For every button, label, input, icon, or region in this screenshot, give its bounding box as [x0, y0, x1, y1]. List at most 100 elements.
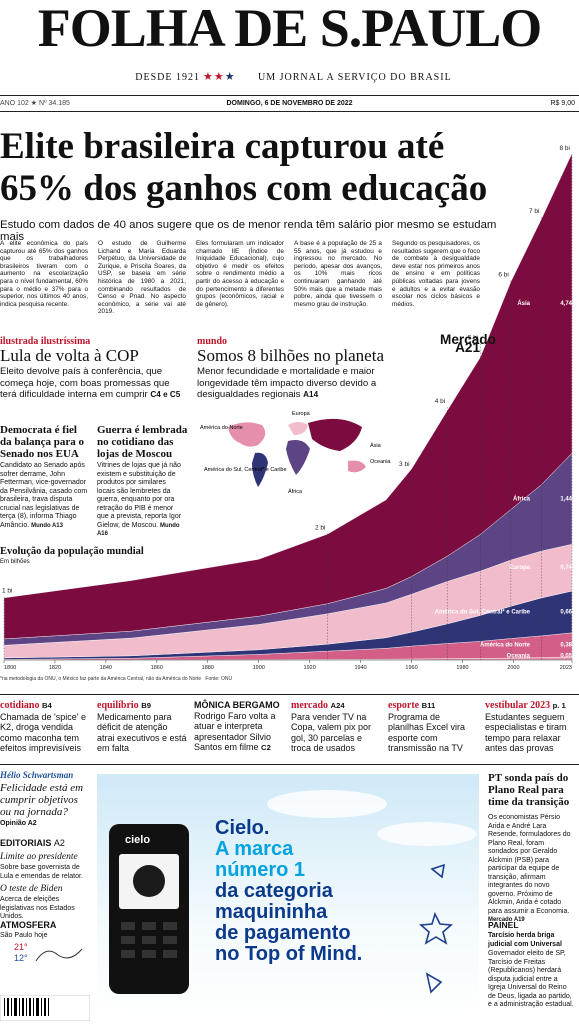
column-ref: Opinião A2 — [0, 820, 37, 827]
feature-headline: Lula de volta à COP — [0, 346, 139, 365]
ad-icons — [419, 863, 453, 994]
x-tick-label: 2000 — [507, 665, 519, 671]
x-tick-label: 1920 — [304, 665, 316, 671]
editorial-text: Acerca de eleições legislativas nos Esta… — [0, 896, 75, 920]
region-shape — [348, 460, 366, 473]
x-tick-label: 1860 — [151, 665, 163, 671]
column-title: Felicidade está em cumprir objetivos ou … — [0, 782, 84, 818]
lead-headline: Elite brasileira capturou até 65% dos ga… — [0, 126, 488, 209]
lead-column: Segundo os pesquisadores, os resultados … — [392, 240, 480, 308]
brief-headline: Democrata é fiel da balança para o Senad… — [0, 424, 85, 460]
strip-page: B9 — [141, 701, 151, 710]
ref: Mundo A13 — [31, 522, 63, 529]
lead-column: A elite econômica do país capturou até 6… — [0, 240, 88, 308]
series-label: Ásia — [517, 300, 530, 307]
masthead-title: FOLHA DE S.PAULO — [37, 0, 543, 58]
ad-line: Cielo. — [215, 817, 270, 839]
ref: Mercado A19 — [488, 917, 525, 923]
weather-max: 21° — [14, 942, 28, 952]
region-shape — [228, 422, 266, 447]
feature-headline: Somos 8 bilhões no planeta — [197, 346, 384, 365]
ad-line: número 1 — [215, 859, 306, 881]
strip-section: vestibular 2023 — [485, 700, 551, 711]
strip-item: esporte B11 Programa de planilhas Excel v… — [388, 700, 478, 754]
x-tick-label: 1940 — [354, 665, 366, 671]
kicker: mundo — [197, 336, 228, 347]
strip-page: p. 1 — [552, 701, 566, 710]
map-label: Oceania — [370, 459, 391, 465]
strip-item: cotidiano B4 Chamada de 'spice' e K2, dro… — [0, 700, 90, 754]
strip-section: cotidiano — [0, 700, 40, 711]
ad-line: A marca — [215, 838, 294, 860]
region-shape — [286, 440, 310, 475]
x-tick-label: 1840 — [100, 665, 112, 671]
series-label: América do Sul, Central* e Caribe — [435, 610, 531, 616]
x-tick-label: 1900 — [253, 665, 265, 671]
terminal-logo — [133, 865, 165, 897]
chart-note: *na metodologia da ONU, o México faz par… — [0, 676, 232, 682]
milestone-label: 7 bi — [529, 208, 539, 215]
rule — [0, 694, 579, 695]
weather-place: São Paulo hoje — [0, 932, 48, 939]
milestone-label: 6 bi — [498, 271, 508, 278]
masthead-tagline: UM JORNAL A SERVIÇO DO BRASIL — [258, 72, 452, 83]
value-label: 0,74 — [560, 565, 572, 571]
series-label: Europa — [509, 565, 530, 571]
feature-text: Eleito devolve país à conferência, que c… — [0, 366, 188, 401]
map-label: África — [288, 488, 303, 495]
x-tick-label: 2023 — [560, 665, 572, 671]
map-label: América do Norte — [200, 425, 243, 431]
milestone-label: 3 bi — [399, 461, 409, 468]
rule — [0, 764, 579, 765]
editorial-title: Limite ao presidente — [0, 852, 78, 862]
lead-ref: Mercado A21 — [440, 332, 496, 355]
strip-section: esporte — [388, 700, 420, 711]
date: DOMINGO, 6 DE NOVEMBRO DE 2022 — [226, 100, 353, 107]
strip-item: MÔNICA BERGAMO Rodrigo Faro volta a atuar… — [194, 700, 284, 754]
side-text: Os economistas Pérsio Arida e André Lara… — [488, 814, 576, 925]
milestone-label: 4 bi — [435, 398, 445, 405]
map-label: Europa — [292, 411, 311, 417]
x-tick-label: 1820 — [49, 665, 61, 671]
ad-line: de pagamento — [215, 922, 351, 944]
x-tick-label: 1960 — [405, 665, 417, 671]
feature-text: Eleito devolve país à conferência, que c… — [0, 366, 170, 400]
masthead-since: DESDE 1921 — [135, 72, 200, 83]
strip-text: Chamada de 'spice' e K2, droga vendida c… — [0, 711, 86, 754]
terminal-keys — [121, 922, 177, 958]
strip-page: C2 — [261, 743, 271, 752]
weather-icons — [35, 948, 83, 962]
cloud — [377, 822, 477, 846]
strip-section: MÔNICA BERGAMO — [194, 700, 280, 710]
feature-text: Menor fecundidade e mortalidade e maior … — [197, 366, 397, 401]
editorials-page: A2 — [53, 838, 65, 848]
weather-curve — [35, 948, 83, 962]
value-label: 0,38 — [560, 642, 572, 648]
region-shape — [308, 418, 362, 451]
strip-item: equilíbrio B9 Medicamento para déficit de… — [97, 700, 187, 754]
milestone-label: 2 bi — [315, 524, 325, 531]
ad-line: maquininha — [215, 901, 328, 923]
strip-text: Para vender TV na Copa, valem pix por go… — [291, 711, 372, 754]
strip-text: Programa de planilhas Excel vira esporte… — [388, 711, 466, 754]
region-shape — [288, 422, 308, 435]
series-label: América do Norte — [480, 642, 531, 648]
section-label: PAINEL — [488, 920, 519, 930]
chart-title: Evolução da população mundial — [0, 546, 144, 557]
barcode — [0, 995, 90, 1021]
stars: ★★★ — [203, 71, 236, 83]
chart-subtitle: Em bilhões — [0, 559, 30, 565]
lead-subhead: Estudo com dados de 40 anos sugere que o… — [0, 219, 497, 243]
kicker: ilustrada ilustríssima — [0, 336, 91, 347]
strip-page: B11 — [421, 701, 436, 710]
side-text: Os economistas Pérsio Arida e André Lara… — [488, 814, 571, 915]
strip-item: vestibular 2023 p. 1 Estudantes seguem es… — [485, 700, 575, 754]
milestone-label: 5 bi — [468, 335, 478, 342]
strip-section: equilíbrio — [97, 700, 139, 711]
map-label: América do Sul, Central* e Caribe — [204, 467, 287, 473]
side-headline: PT sonda país do Plano Real para time da… — [488, 772, 570, 808]
brief-text: Vitrines de lojas que já não existem e s… — [97, 462, 185, 539]
map-label: Ásia — [370, 442, 382, 449]
